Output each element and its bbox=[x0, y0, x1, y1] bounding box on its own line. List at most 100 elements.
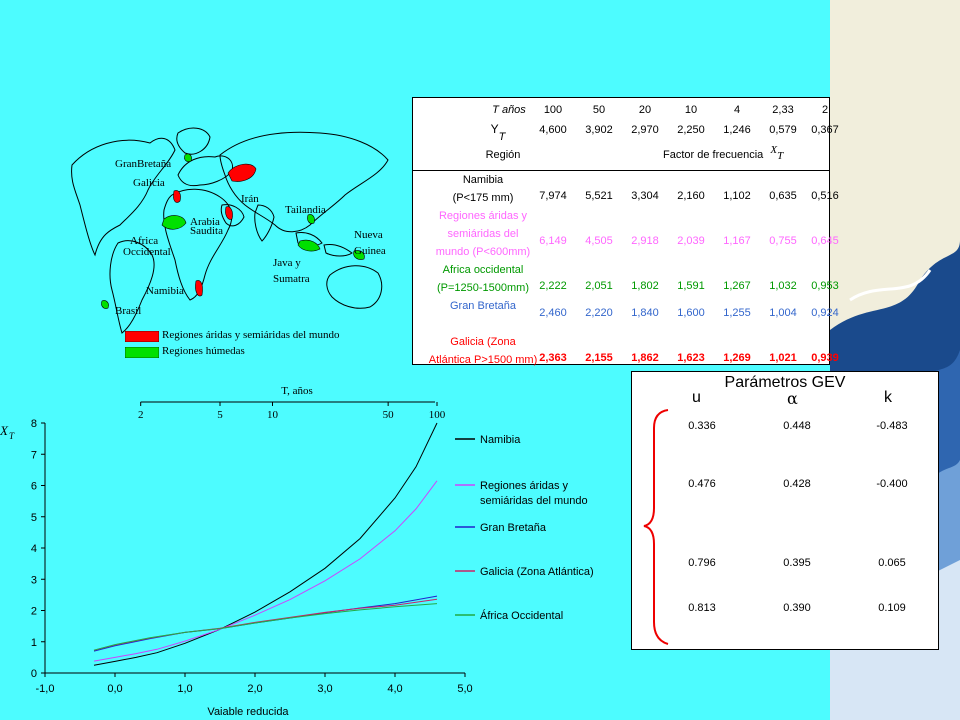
table-row: Namibia (P<175 mm) 7,974 5,521 3,304 2,160 1,1… bbox=[413, 172, 839, 208]
table-cell: 1,255 bbox=[723, 307, 751, 319]
table-row: Africa occidental (P=1250-1500mm) 2,222 2,0… bbox=[413, 262, 839, 298]
table-cell: 1,167 bbox=[723, 235, 751, 247]
table-cell: 2 bbox=[821, 104, 829, 116]
table-cell: 2,33 bbox=[772, 104, 794, 116]
table-cell: 1,802 bbox=[631, 280, 659, 292]
y-tick-label: 3 bbox=[31, 574, 37, 586]
y-tick-label: 0 bbox=[31, 668, 37, 680]
gev-value: 0.796 bbox=[688, 557, 716, 569]
legend-label: Gran Bretaña bbox=[480, 522, 547, 534]
y-tick-label: 2 bbox=[31, 606, 37, 618]
table-cell: 5,521 bbox=[585, 190, 613, 202]
table-cell: 1,269 bbox=[723, 352, 751, 364]
series-line bbox=[93, 598, 438, 651]
y-tick-label: 4 bbox=[31, 543, 37, 555]
table-cell: (P=1250-1500mm) bbox=[436, 282, 530, 294]
table-cell: 100 bbox=[543, 104, 563, 116]
y-axis-title: X bbox=[0, 423, 9, 438]
table-row: Regiones áridas y semiáridas del mundo (P<… bbox=[413, 208, 839, 262]
humid-swatch bbox=[124, 346, 160, 359]
gev-value: 0.813 bbox=[688, 602, 716, 614]
table-cell: 0,939 bbox=[811, 352, 839, 364]
table-cell: 2,250 bbox=[677, 124, 705, 136]
gev-value: 0.395 bbox=[783, 557, 811, 569]
table-cell: 2,918 bbox=[631, 235, 659, 247]
legend-swatch-humid bbox=[124, 345, 160, 359]
series-line bbox=[93, 480, 438, 662]
map-label-nueva: Nueva bbox=[354, 229, 383, 241]
map-label-occidental: Occidental bbox=[123, 246, 171, 258]
legend-label-arid: Regiones áridas y semiáridas del mundo bbox=[162, 329, 340, 341]
x-tick-label: 2,0 bbox=[247, 683, 262, 695]
table-cell: 2,460 bbox=[539, 307, 567, 319]
y-tick-label: 7 bbox=[31, 449, 37, 461]
map-label-saudita: Saudita bbox=[190, 225, 223, 237]
series-line bbox=[93, 595, 438, 652]
table-cell: 1,840 bbox=[631, 307, 659, 319]
map-label-iran: Irán bbox=[241, 193, 259, 205]
table-cell: 1,032 bbox=[769, 280, 797, 292]
return-period-chart: 0 1 2 3 4 5 6 7 8 -1,0 0,0 1,0 2,0 3,0 4,0 5,0 Vaiable r… bbox=[0, 385, 594, 718]
table-cell: 1,623 bbox=[677, 352, 705, 364]
map-label-africa: Africa bbox=[130, 235, 159, 247]
gev-parameters-box: Parámetros GEV u α k 0.336 0.448 -0.483 0.4… bbox=[631, 371, 939, 650]
table-cell: Atlántica P>1500 mm) bbox=[428, 354, 538, 366]
top-tick-label: 5 bbox=[217, 409, 223, 421]
legend-label: Galicia (Zona Atlántica) bbox=[480, 566, 594, 578]
header-t-years: T años bbox=[492, 104, 526, 116]
map-label-sumatra: Sumatra bbox=[273, 273, 310, 285]
table-cell: 2,160 bbox=[677, 190, 705, 202]
gev-value: 0.109 bbox=[878, 602, 906, 614]
arid-swatch bbox=[124, 330, 160, 343]
table-cell: 2,051 bbox=[585, 280, 613, 292]
table-cell: 4,600 bbox=[539, 124, 567, 136]
table-cell: 2,155 bbox=[585, 352, 613, 364]
frequency-factor-table: T años 100 50 20 10 4 2,33 2 YT 4,600 3,902 2,97… bbox=[412, 97, 839, 366]
map-label-namibia: Namibia bbox=[146, 285, 184, 297]
map-label-brasil: Brasil bbox=[115, 305, 142, 317]
table-cell: 7,974 bbox=[539, 190, 567, 202]
humid-regions bbox=[101, 153, 365, 309]
table-divider bbox=[413, 170, 829, 171]
table-cell: 1,004 bbox=[769, 307, 797, 319]
table-cell: 2,222 bbox=[539, 280, 567, 292]
table-cell: 3,902 bbox=[585, 124, 613, 136]
table-cell: 0,645 bbox=[811, 235, 839, 247]
table-cell: 1,600 bbox=[677, 307, 705, 319]
table-cell: 20 bbox=[638, 104, 652, 116]
world-map: GranBretaña Galicia Irán Arabia Saudita … bbox=[60, 105, 400, 365]
map-label-gran-bretana: GranBretaña bbox=[115, 158, 172, 170]
table-cell: Regiones áridas y bbox=[438, 210, 528, 222]
table-cell: 0,755 bbox=[769, 235, 797, 247]
table-cell: 1,862 bbox=[631, 352, 659, 364]
top-tick-label: 100 bbox=[429, 409, 446, 421]
table-cell: 0,924 bbox=[811, 307, 839, 319]
table-row: Gran Bretaña 2,460 2,220 1,840 1,600 1,255 1,0… bbox=[413, 298, 839, 334]
table-cell: 1,591 bbox=[677, 280, 705, 292]
x-tick-label: 3,0 bbox=[317, 683, 332, 695]
arid-regions bbox=[173, 163, 257, 297]
series-line bbox=[93, 603, 438, 651]
table-cell: 6,149 bbox=[539, 235, 567, 247]
gev-value: -0.400 bbox=[876, 478, 908, 490]
header-region: Región bbox=[485, 149, 521, 161]
table-cell: 4,505 bbox=[585, 235, 613, 247]
table-cell: 3,304 bbox=[631, 190, 659, 202]
x-tick-label: 4,0 bbox=[387, 683, 402, 695]
series-bracket-icon bbox=[643, 409, 669, 645]
top-axis-title: T, años bbox=[281, 385, 313, 397]
x-tick-label: 1,0 bbox=[177, 683, 192, 695]
table-cell: semiáridas del bbox=[447, 228, 519, 240]
y-axis-title-sub: T bbox=[9, 431, 15, 441]
table-cell: Namibia bbox=[462, 174, 504, 186]
x-tick-label: -1,0 bbox=[36, 683, 55, 695]
x-tick-label: 5,0 bbox=[457, 683, 472, 695]
table-cell: 2,363 bbox=[539, 352, 567, 364]
gev-col-alpha: α bbox=[787, 389, 798, 408]
map-label-galicia: Galicia bbox=[133, 177, 165, 189]
legend-swatch-arid bbox=[124, 329, 160, 343]
gev-value: 0.390 bbox=[783, 602, 811, 614]
table-cell: 1,267 bbox=[723, 280, 751, 292]
table-cell: 10 bbox=[684, 104, 698, 116]
map-label-tailandia: Tailandia bbox=[285, 204, 326, 216]
